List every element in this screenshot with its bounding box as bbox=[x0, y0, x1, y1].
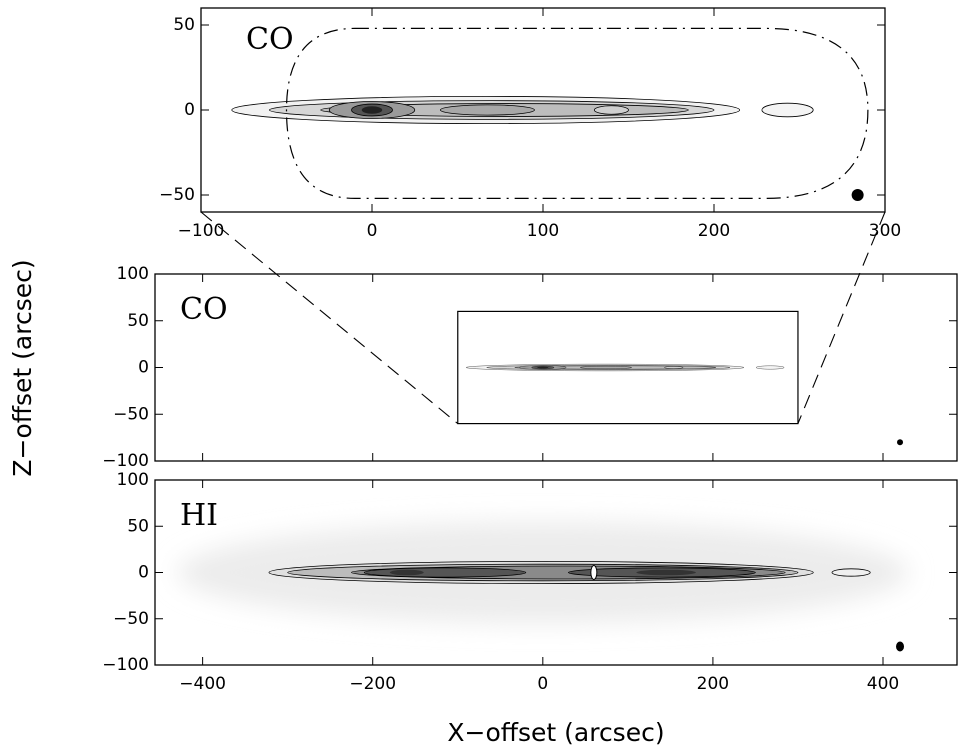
y-tick-label: 50 bbox=[127, 516, 149, 536]
y-tick-label: −100 bbox=[102, 655, 149, 675]
x-tick-label: 300 bbox=[869, 221, 901, 241]
y-tick-label: −50 bbox=[113, 609, 149, 629]
y-tick-label: 50 bbox=[173, 15, 195, 35]
x-tick-label: 200 bbox=[697, 674, 729, 694]
y-tick-label: 100 bbox=[117, 264, 149, 284]
y-tick-label: −100 bbox=[102, 451, 149, 471]
panel-label: CO bbox=[180, 292, 228, 327]
x-tick-label: 200 bbox=[698, 221, 730, 241]
emission-contour bbox=[755, 365, 785, 370]
emission-contour bbox=[831, 568, 871, 577]
primary-beam-outline bbox=[285, 27, 869, 199]
map-layer bbox=[155, 274, 957, 461]
x-axis-label: X−offset (arcsec) bbox=[447, 718, 664, 747]
emission-contour bbox=[537, 366, 549, 369]
y-tick-label: 100 bbox=[117, 470, 149, 490]
y-axis-label: Z−offset (arcsec) bbox=[8, 259, 37, 476]
x-tick-label: 400 bbox=[867, 674, 899, 694]
emission-contour bbox=[439, 104, 535, 116]
x-tick-label: −200 bbox=[349, 674, 396, 694]
emission-contour bbox=[636, 569, 696, 576]
map-layer bbox=[201, 8, 885, 212]
x-tick-label: 0 bbox=[537, 674, 548, 694]
emission-hole bbox=[590, 565, 598, 580]
emission-contour bbox=[664, 366, 684, 369]
x-tick-label: 100 bbox=[527, 221, 559, 241]
beam bbox=[896, 641, 905, 652]
x-tick-label: 0 bbox=[367, 221, 378, 241]
map-layer bbox=[155, 480, 957, 665]
emission-contour bbox=[363, 567, 527, 578]
inset-box bbox=[457, 310, 799, 425]
beam bbox=[897, 439, 904, 446]
y-tick-label: 0 bbox=[138, 358, 149, 378]
inset-emission bbox=[465, 364, 785, 372]
x-tick-label: −100 bbox=[178, 221, 225, 241]
y-tick-label: 0 bbox=[138, 563, 149, 583]
emission-contour bbox=[580, 366, 632, 369]
zoom-line bbox=[200, 211, 459, 425]
y-tick-label: 0 bbox=[184, 100, 195, 120]
emission-contour bbox=[761, 102, 814, 118]
y-tick-label: −50 bbox=[113, 404, 149, 424]
zoom-line bbox=[797, 211, 886, 424]
y-tick-label: 50 bbox=[127, 311, 149, 331]
emission-contour bbox=[361, 106, 383, 114]
emission-contour bbox=[389, 569, 424, 576]
y-tick-label: −50 bbox=[159, 185, 195, 205]
x-tick-label: −400 bbox=[179, 674, 226, 694]
panel-label: HI bbox=[180, 498, 218, 533]
beam bbox=[851, 189, 864, 201]
emission-contour bbox=[593, 105, 629, 115]
panel-label: CO bbox=[246, 22, 294, 57]
